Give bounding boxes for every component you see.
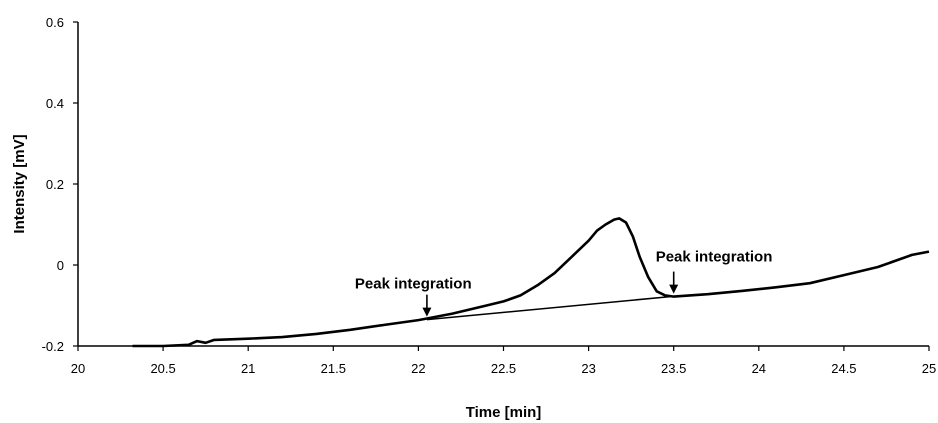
series-group xyxy=(132,217,930,348)
x-tick-label: 25 xyxy=(922,361,936,376)
x-tick-label: 21 xyxy=(241,361,255,376)
x-tick-label: 22 xyxy=(411,361,425,376)
axes xyxy=(77,22,929,347)
x-ticks: 20 20.5 21 21.5 22 22.5 23 23.5 24 24.5 25 xyxy=(71,346,936,376)
annotations: Peak integration Peak integration xyxy=(355,249,772,317)
x-axis-title: Time [min] xyxy=(466,404,542,421)
arrow-head-icon xyxy=(669,284,679,294)
y-tick-label: 0.2 xyxy=(46,177,64,192)
annotation-label: Peak integration xyxy=(656,249,773,266)
y-tick-label: -0.2 xyxy=(42,339,64,354)
x-tick-label: 20.5 xyxy=(150,361,175,376)
x-tick-label: 20 xyxy=(71,361,85,376)
y-tick-label: 0.4 xyxy=(46,96,64,111)
arrow-head-icon xyxy=(422,307,432,317)
baseline-group xyxy=(426,295,671,321)
annotation-label: Peak integration xyxy=(355,276,472,293)
x-tick-label: 23.5 xyxy=(661,361,686,376)
signal-line xyxy=(132,217,930,348)
x-tick-label: 22.5 xyxy=(491,361,516,376)
integration-baseline xyxy=(426,295,671,321)
y-tick-label: 0 xyxy=(57,258,64,273)
y-tick-label: 0.6 xyxy=(46,15,64,30)
x-tick-label: 21.5 xyxy=(321,361,346,376)
x-tick-label: 24 xyxy=(752,361,766,376)
y-axis-title: Intensity [mV] xyxy=(11,134,28,233)
x-tick-label: 24.5 xyxy=(831,361,856,376)
x-tick-label: 23 xyxy=(581,361,595,376)
y-ticks: -0.2 0 0.2 0.4 0.6 xyxy=(42,15,78,354)
